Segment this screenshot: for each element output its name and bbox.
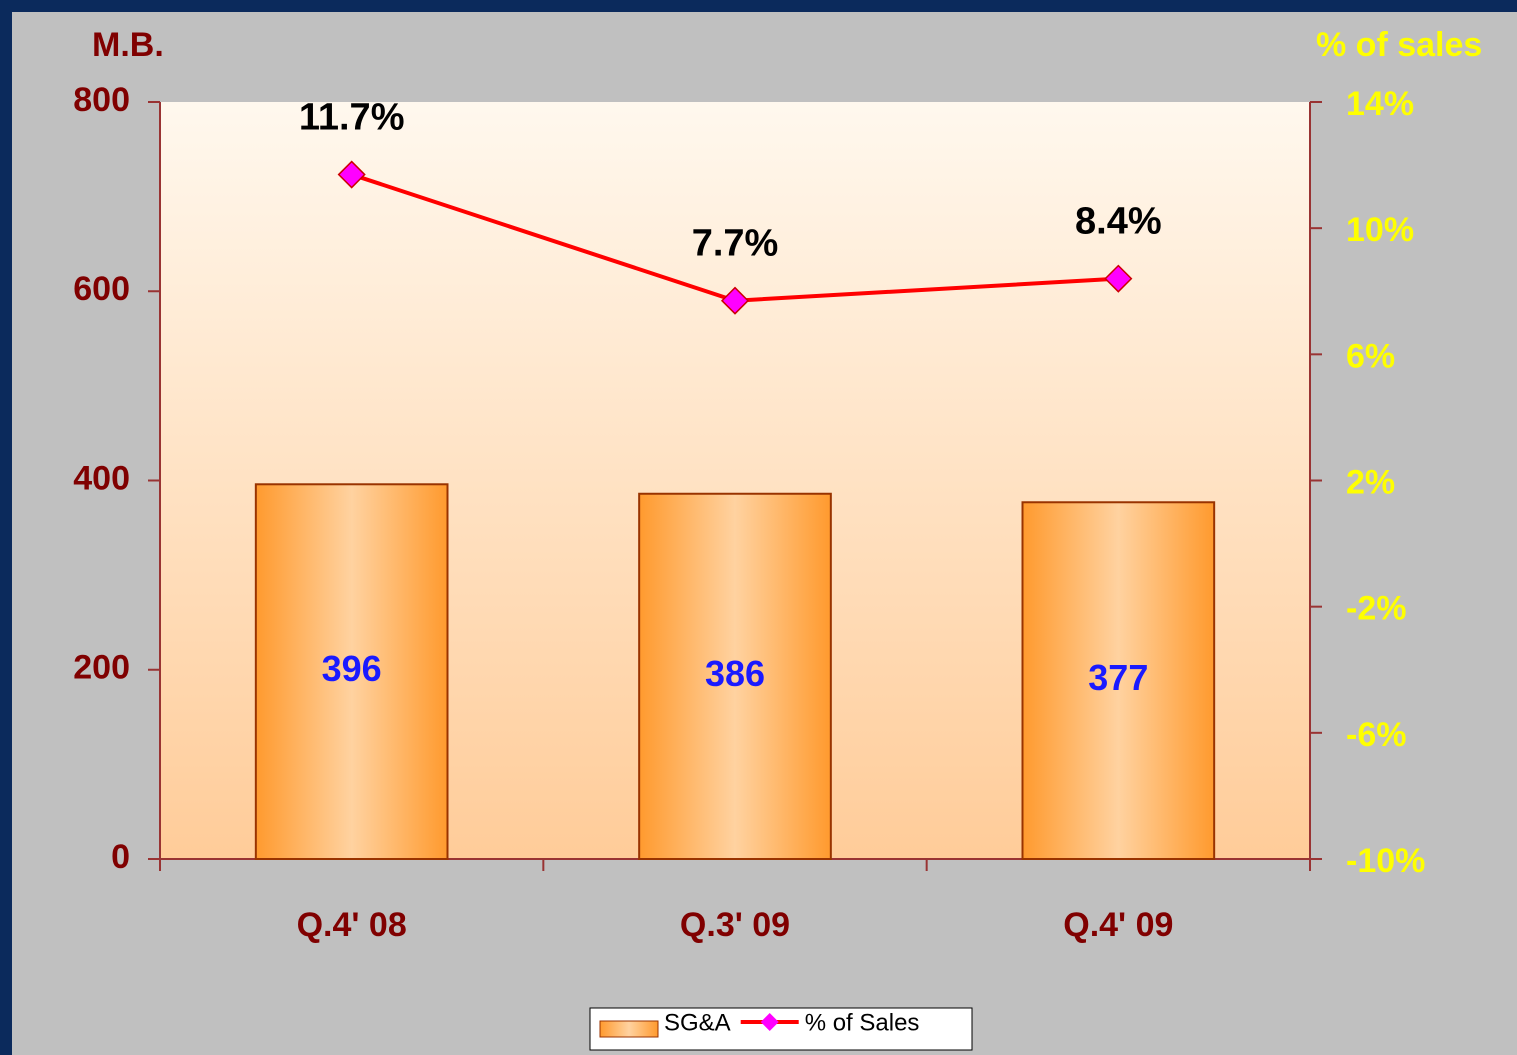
x-tick-label: Q.3' 09 [680,906,790,944]
marker [337,160,366,189]
line-value-label: 8.4% [1075,201,1162,243]
bar-value-label: 396 [322,648,382,689]
bar [254,483,449,860]
y-tick-label: 200 [73,649,130,687]
y-tick-label: 600 [73,270,130,308]
legend-label: % of Sales [805,1009,920,1036]
y-tick-label: 800 [73,81,130,119]
y2-tick-label: 6% [1346,337,1395,375]
y2-tick-label: 2% [1346,463,1395,501]
y2-tick-label: -10% [1346,842,1425,880]
bar [1021,501,1216,860]
line-value-label: 7.7% [692,223,779,265]
legend-swatch [599,1020,659,1038]
y-tick-label: 400 [73,459,130,497]
y2-tick-label: 14% [1346,85,1414,123]
y2-tick-label: -2% [1346,590,1406,628]
x-tick-label: Q.4' 09 [1063,906,1173,944]
marker [720,286,750,315]
y2-tick-label: -6% [1346,716,1406,754]
y-tick-label: 0 [111,838,130,876]
y2-axis-title: % of sales [1316,26,1482,64]
bar [638,492,832,860]
x-tick-label: Q.4' 08 [297,906,407,944]
legend-marker [760,1013,779,1031]
y-axis-title: M.B. [92,26,164,64]
y2-tick-label: 10% [1346,211,1414,249]
marker [1104,264,1133,293]
line-value-label: 11.7% [299,97,405,139]
legend-label: SG&A [664,1009,731,1036]
bar-value-label: 386 [705,653,765,694]
bar-value-label: 377 [1088,657,1148,698]
